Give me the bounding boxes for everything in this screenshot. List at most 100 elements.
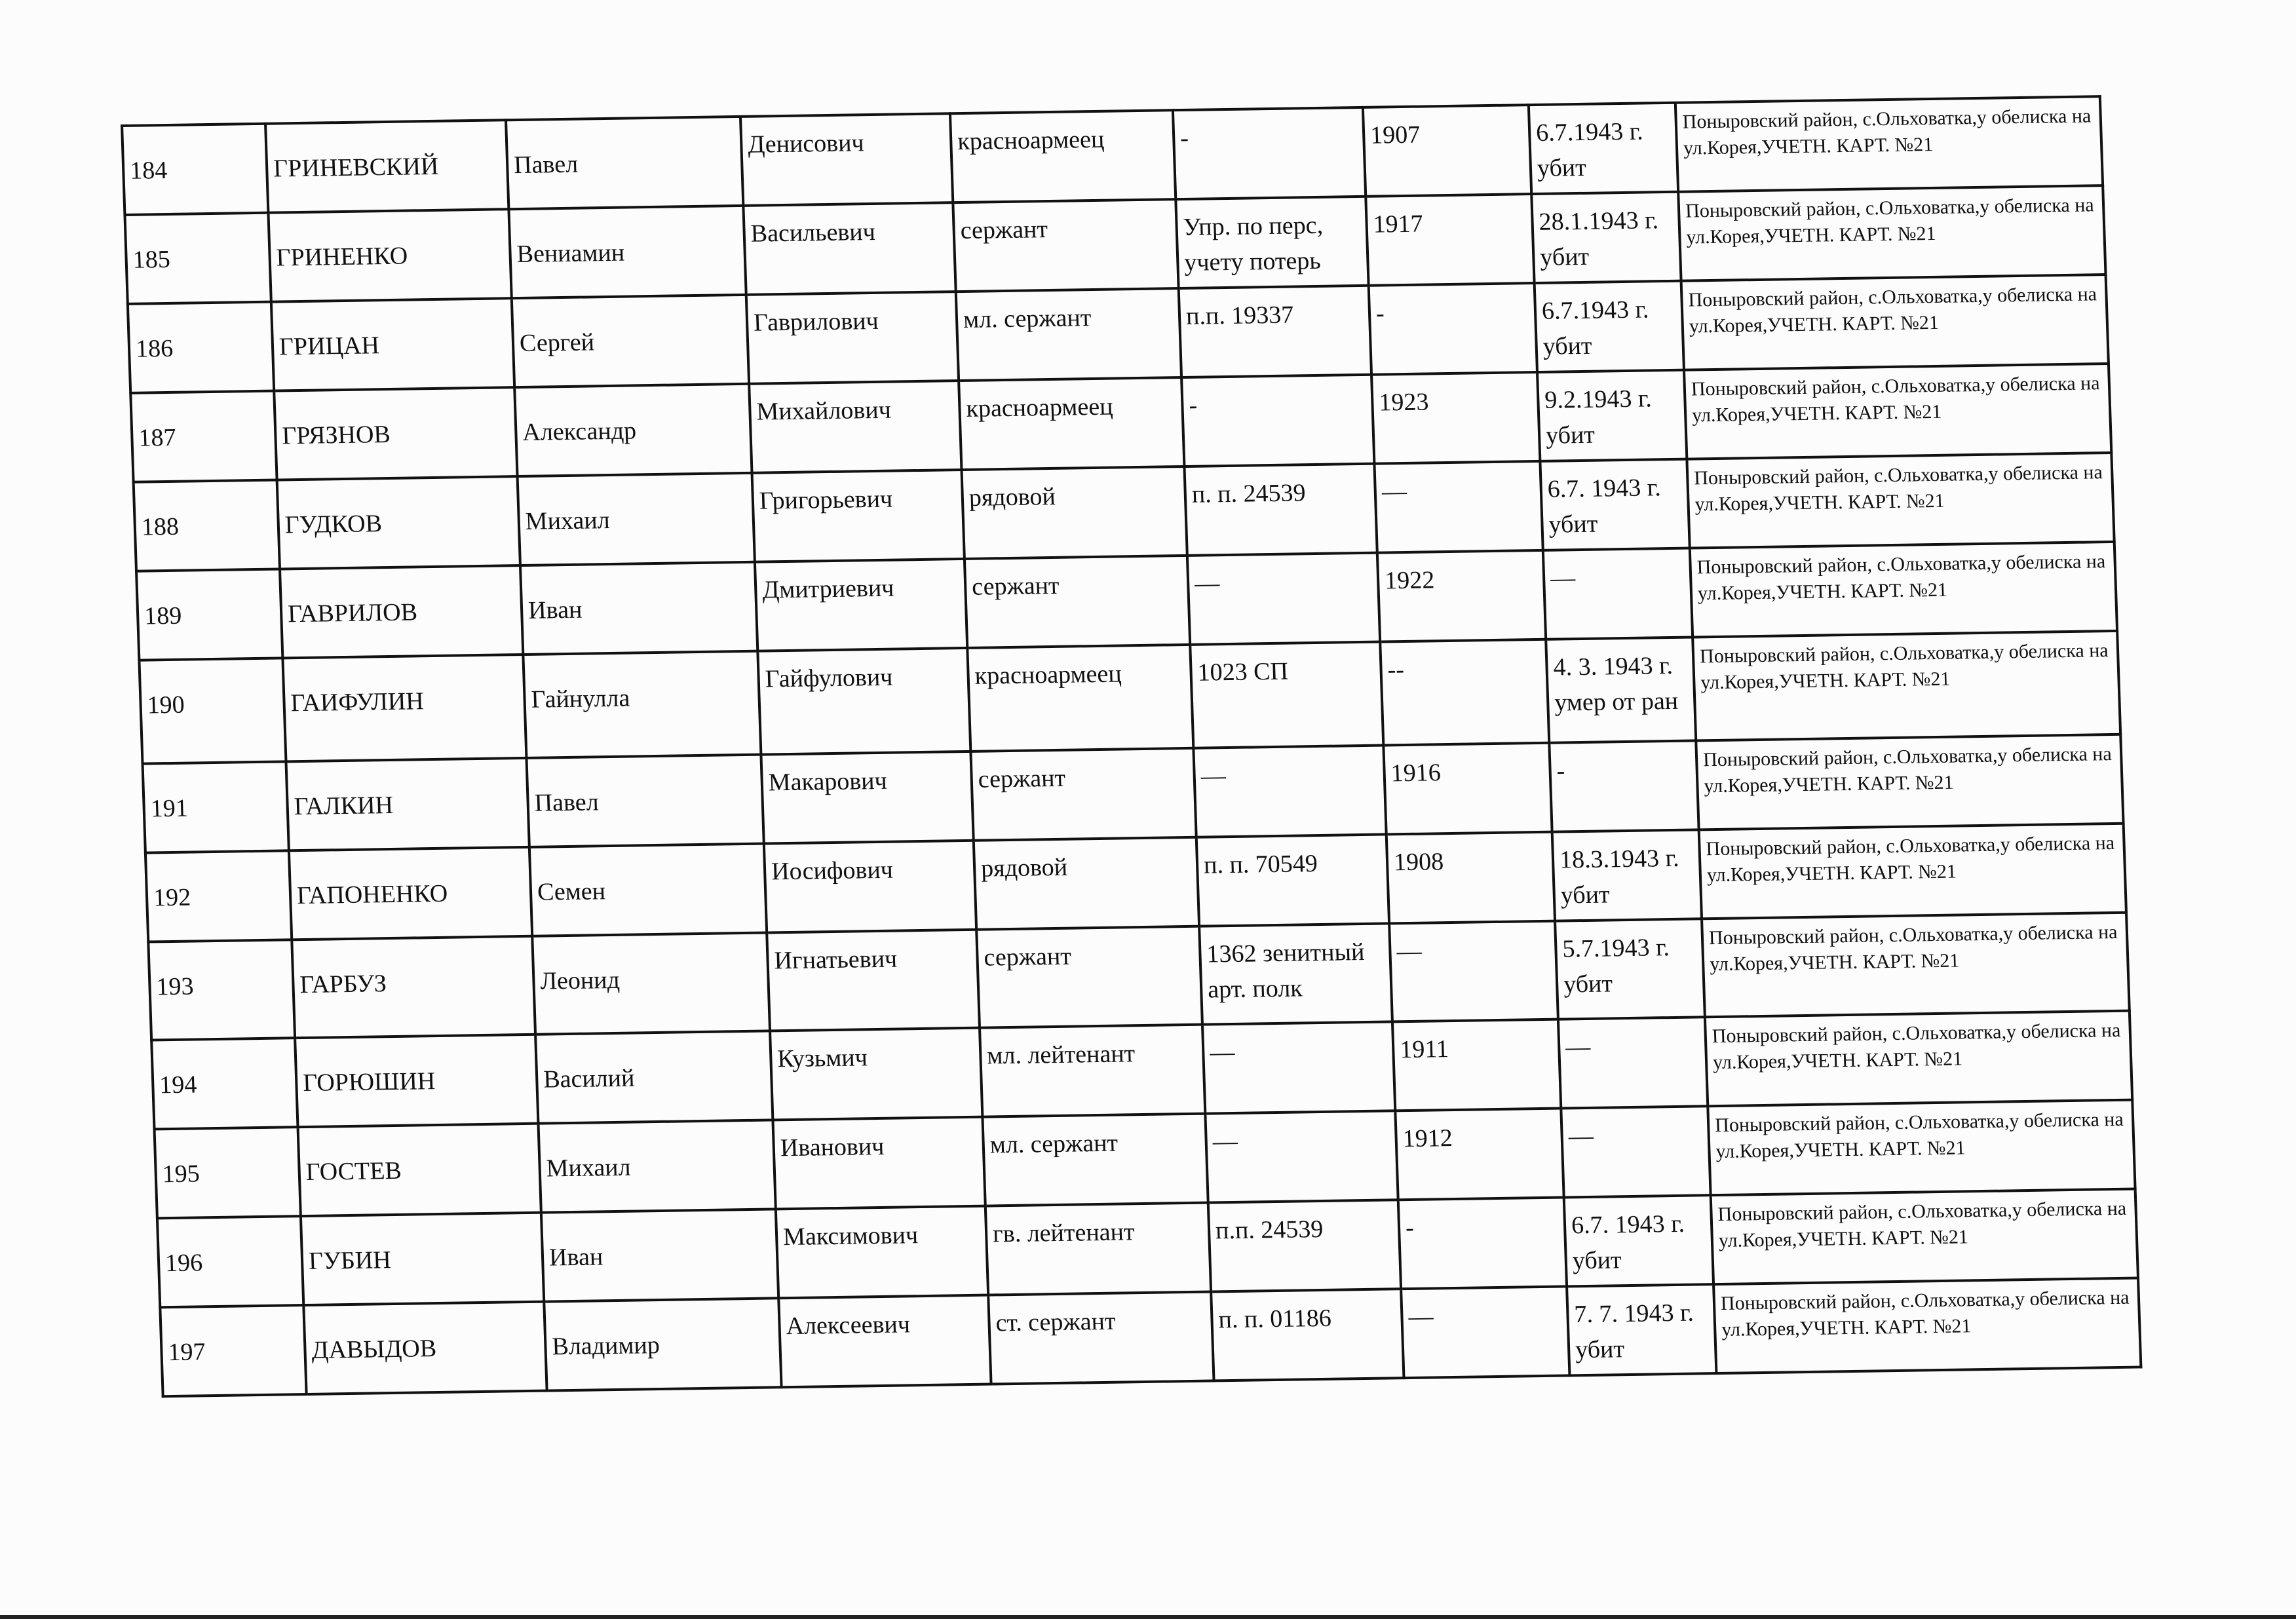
cell-death: 6.7.1943 г. убит — [1528, 102, 1679, 195]
cell-rank: мл. лейтенант — [979, 1024, 1206, 1117]
cell-death: - — [1549, 740, 1699, 832]
cell-rank: сержант — [964, 555, 1191, 648]
cell-last: ГОРЮШИН — [295, 1034, 539, 1128]
cell-rank: ст. сержант — [988, 1291, 1214, 1384]
cell-first: Иван — [541, 1209, 779, 1302]
cell-first: Иван — [520, 562, 758, 655]
cell-rank: рядовой — [961, 466, 1187, 559]
cell-death: 6.7. 1943 г. убит — [1563, 1195, 1714, 1287]
cell-last: ГРЯЗНОВ — [274, 387, 518, 480]
cell-birth: - — [1398, 1197, 1567, 1289]
cell-burial: Поныровский район, с.Ольховатка,у обелис… — [1698, 823, 2126, 919]
cell-first: Михаил — [538, 1120, 776, 1213]
cell-burial: Поныровский район, с.Ольховатка,у обелис… — [1689, 541, 2118, 638]
cell-first: Гайнулла — [523, 651, 761, 758]
cell-birth: - — [1368, 283, 1538, 375]
cell-patronymic: Иванович — [773, 1116, 985, 1209]
cell-unit: — — [1205, 1111, 1398, 1203]
cell-birth: 1922 — [1377, 550, 1546, 642]
cell-birth: 1911 — [1392, 1019, 1561, 1111]
cell-burial: Поныровский район, с.Ольховатка,у обелис… — [1678, 185, 2106, 281]
cell-death: 6.7. 1943 г. убит — [1540, 459, 1690, 550]
cell-num: 195 — [154, 1127, 301, 1219]
cell-first: Василий — [535, 1031, 773, 1124]
cell-rank: красноармеец — [959, 377, 1185, 470]
cell-unit: п. п. 24539 — [1184, 463, 1377, 556]
cell-patronymic: Игнатьевич — [767, 929, 980, 1031]
cell-num: 187 — [130, 390, 277, 482]
cell-last: ГРИНЕВСКИЙ — [265, 120, 509, 213]
cell-last: ГАИФУЛИН — [282, 654, 527, 762]
cell-death: 9.2.1943 г. убит — [1537, 370, 1687, 461]
cell-unit: п. п. 70549 — [1196, 834, 1390, 926]
cell-burial: Поныровский район, с.Ольховатка,у обелис… — [1702, 912, 2130, 1018]
cell-patronymic: Гайфулович — [757, 647, 971, 755]
cell-num: 186 — [127, 301, 275, 393]
cell-birth: — — [1389, 921, 1558, 1022]
cell-num: 194 — [151, 1038, 298, 1130]
cell-rank: гв. лейтенант — [985, 1202, 1212, 1295]
cell-rank: красноармеец — [967, 644, 1194, 752]
cell-rank: сержант — [953, 199, 1179, 292]
cell-burial: Поныровский район, с.Ольховатка,у обелис… — [1681, 275, 2109, 370]
cell-first: Павел — [526, 754, 764, 847]
cell-last: ГАПОНЕНКО — [288, 847, 533, 940]
cell-unit: п. п. 01186 — [1211, 1289, 1404, 1381]
cell-birth: -- — [1380, 639, 1550, 746]
cell-burial: Поныровский район, с.Ольховатка,у обелис… — [1704, 1010, 2133, 1107]
cell-last: ГОСТЕВ — [297, 1123, 541, 1217]
cell-burial: Поныровский район, с.Ольховатка,у обелис… — [1693, 630, 2121, 741]
cell-death: — — [1542, 548, 1693, 639]
cell-birth: 1923 — [1371, 371, 1540, 464]
table-body: 184 ГРИНЕВСКИЙ Павел Денисович красноармеец -… — [122, 96, 2141, 1397]
cell-patronymic: Дмитриевич — [754, 558, 968, 651]
cell-burial: Поныровский район, с.Ольховатка,у обелис… — [1713, 1278, 2141, 1374]
cell-last: ГУДКОВ — [277, 476, 520, 569]
cell-patronymic: Кузьмич — [770, 1027, 983, 1120]
cell-birth: — — [1401, 1286, 1570, 1379]
cell-death: 5.7.1943 г. убит — [1555, 919, 1705, 1019]
cell-num: 193 — [148, 940, 296, 1040]
cell-num: 197 — [160, 1305, 307, 1397]
cell-unit: п.п. 24539 — [1208, 1200, 1402, 1292]
cell-num: 196 — [157, 1216, 304, 1308]
casualty-list-table: 184 ГРИНЕВСКИЙ Павел Денисович красноармеец -… — [121, 95, 2142, 1398]
cell-first: Семен — [529, 843, 767, 936]
cell-death: 4. 3. 1943 г. умер от ран — [1546, 637, 1696, 743]
cell-patronymic: Григорьевич — [752, 470, 965, 562]
cell-unit: п.п. 19337 — [1178, 285, 1372, 378]
cell-patronymic: Алексеевич — [778, 1295, 991, 1388]
cell-birth: 1916 — [1383, 742, 1552, 835]
cell-num: 185 — [124, 212, 271, 304]
cell-death: 7. 7. 1943 г. убит — [1567, 1284, 1717, 1376]
cell-last: ГРИЦАН — [271, 298, 515, 391]
cell-death: 28.1.1943 г. убит — [1531, 191, 1681, 284]
cell-burial: Поныровский район, с.Ольховатка,у обелис… — [1687, 452, 2114, 548]
cell-rank: мл. сержант — [982, 1113, 1208, 1206]
cell-num: 192 — [145, 850, 292, 942]
cell-death: 18.3.1943 г. убит — [1552, 829, 1702, 921]
cell-patronymic: Денисович — [740, 113, 953, 206]
cell-last: ГУБИН — [300, 1212, 545, 1306]
cell-unit: - — [1172, 107, 1366, 200]
cell-first: Леонид — [532, 932, 771, 1035]
cell-unit: — — [1187, 552, 1381, 645]
cell-first: Михаил — [517, 472, 755, 566]
cell-birth: 1908 — [1386, 831, 1556, 924]
cell-patronymic: Максимович — [775, 1206, 989, 1299]
cell-rank: мл. сержант — [955, 288, 1182, 381]
cell-unit: 1023 СП — [1190, 641, 1384, 748]
cell-num: 188 — [133, 480, 280, 571]
cell-num: 190 — [139, 658, 286, 764]
cell-birth: 1912 — [1395, 1108, 1564, 1200]
cell-birth: 1907 — [1362, 105, 1532, 197]
cell-unit: — — [1202, 1021, 1396, 1114]
cell-patronymic: Гаврилович — [746, 292, 959, 384]
cell-num: 191 — [142, 761, 289, 853]
cell-death: 6.7.1943 г. убит — [1534, 280, 1684, 372]
cell-unit: — — [1193, 745, 1387, 837]
cell-last: ДАВЫДОВ — [303, 1301, 547, 1395]
cell-burial: Поныровский район, с.Ольховатка,у обелис… — [1710, 1189, 2138, 1285]
cell-last: ГАРБУЗ — [292, 936, 536, 1038]
